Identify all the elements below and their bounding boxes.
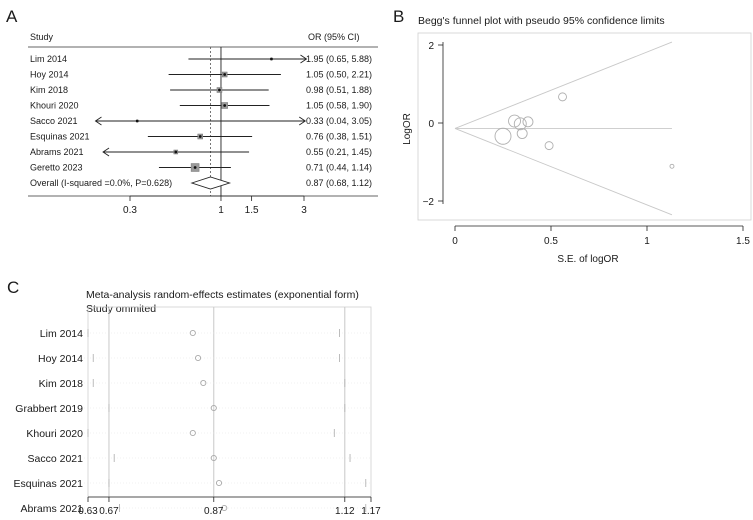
study-label: Khouri 2020 — [30, 101, 79, 111]
or-ci-value: 0.98 (0.51, 1.88) — [306, 85, 372, 95]
panel-c-letter: C — [7, 278, 19, 297]
panel-a-forest-plot: A Study OR (95% CI) Lim 2014 1.95 (0.65, … — [6, 7, 378, 216]
omitted-study-label: Sacco 2021 — [28, 453, 84, 465]
funnel-study-point — [522, 116, 534, 128]
panel-b-letter: B — [393, 7, 404, 26]
sensitivity-x-tick-label: 1.17 — [361, 506, 381, 517]
study-label: Esquinas 2021 — [30, 132, 90, 142]
omitted-estimate-point — [221, 504, 228, 512]
omitted-estimate-point — [200, 379, 207, 387]
omitted-study-label: Grabbert 2019 — [15, 403, 83, 415]
overall-label: Overall (I-squared =0.0%, P=0.628) — [30, 178, 172, 188]
x-tick-label: 1.5 — [245, 205, 259, 216]
ci-arrow-left — [102, 147, 110, 157]
overall-diamond — [190, 176, 232, 190]
funnel-y-tick-label: −2 — [423, 197, 435, 208]
omitted-estimate-point — [210, 454, 217, 462]
funnel-study-point — [516, 128, 528, 139]
omitted-estimate-point — [195, 354, 202, 362]
funnel-x-tick-label: 1.5 — [736, 236, 750, 247]
funnel-study-point — [494, 127, 512, 145]
study-label: Kim 2018 — [30, 85, 68, 95]
omitted-study-label: Lim 2014 — [40, 328, 83, 340]
funnel-y-label: LogOR — [402, 113, 413, 145]
funnel-study-point — [513, 117, 527, 131]
funnel-x-tick-label: 0 — [452, 236, 458, 247]
or-column-header: OR (95% CI) — [308, 32, 360, 42]
funnel-x-tick-label: 1 — [644, 236, 650, 247]
or-ci-value: 0.33 (0.04, 3.05) — [306, 116, 372, 126]
funnel-plot-frame — [417, 32, 752, 221]
omitted-estimate-point — [215, 479, 223, 487]
study-label: Geretto 2023 — [30, 163, 83, 173]
sensitivity-plot-area: Lim 2014 Hoy 2014 Kim 2018 Grabbert 2019 Kho… — [14, 306, 381, 517]
point-estimate — [198, 135, 202, 138]
forest-x-axis: 0.3 1 1.5 3 — [123, 195, 307, 216]
point-estimate — [174, 150, 178, 154]
x-tick-label: 0.3 — [123, 205, 137, 216]
funnel-axes: 2 0 −2 0 0.5 1 1.5 — [417, 32, 752, 247]
point-estimate — [193, 166, 197, 169]
x-tick-label: 1 — [218, 205, 224, 216]
omitted-study-label: Kim 2018 — [39, 378, 84, 390]
funnel-title: Begg's funnel plot with pseudo 95% confi… — [418, 15, 665, 27]
sensitivity-x-tick-label: 0.63 — [78, 506, 98, 517]
omitted-estimate-point — [189, 329, 196, 337]
panel-b-funnel-plot: B Begg's funnel plot with pseudo 95% con… — [393, 7, 752, 265]
funnel-upper-limit — [454, 41, 673, 129]
sensitivity-subtitle: Study ommited — [86, 303, 156, 315]
sensitivity-x-tick-label: 0.87 — [204, 506, 224, 517]
study-column-header: Study — [30, 32, 54, 42]
panel-c-sensitivity-plot: C Meta-analysis random-effects estimates… — [7, 278, 381, 517]
study-label: Sacco 2021 — [30, 116, 78, 126]
omitted-study-label: Khouri 2020 — [26, 428, 83, 440]
overall-ci-value: 0.87 (0.68, 1.12) — [306, 178, 372, 188]
omitted-study-label: Esquinas 2021 — [14, 478, 84, 490]
omitted-study-label: Abrams 2021 — [21, 503, 84, 515]
funnel-x-tick-label: 0.5 — [544, 236, 558, 247]
or-ci-value: 0.76 (0.38, 1.51) — [306, 132, 372, 142]
funnel-lower-limit — [454, 128, 673, 216]
sensitivity-x-tick-label: 0.67 — [99, 506, 119, 517]
ci-arrow-right — [298, 116, 307, 126]
funnel-points — [454, 41, 675, 216]
study-label: Hoy 2014 — [30, 70, 69, 80]
omitted-study-label: Hoy 2014 — [38, 353, 83, 365]
omitted-estimate-point — [189, 429, 196, 437]
or-ci-value: 0.71 (0.44, 1.14) — [306, 163, 372, 173]
omitted-estimate-point — [210, 404, 217, 412]
point-estimate — [270, 57, 273, 61]
study-label: Abrams 2021 — [30, 147, 84, 157]
point-estimate — [223, 104, 227, 107]
point-estimate — [223, 73, 227, 76]
sensitivity-x-tick-label: 1.12 — [335, 506, 355, 517]
point-estimate — [218, 88, 221, 92]
funnel-y-tick-label: 0 — [428, 119, 434, 130]
funnel-x-label: S.E. of logOR — [557, 254, 618, 265]
funnel-study-point — [558, 92, 567, 102]
or-ci-value: 1.05 (0.50, 2.21) — [306, 70, 372, 80]
or-ci-value: 1.05 (0.58, 1.90) — [306, 101, 372, 111]
ci-arrow-left — [94, 116, 102, 126]
study-label: Lim 2014 — [30, 54, 67, 64]
point-estimate — [135, 119, 139, 123]
sensitivity-plot-frame — [87, 306, 372, 498]
funnel-study-point — [544, 141, 554, 151]
forest-rows: Lim 2014 1.95 (0.65, 5.88) Hoy 2014 1.05 (0… — [30, 47, 372, 196]
funnel-study-point — [508, 114, 521, 128]
or-ci-value: 1.95 (0.65, 5.88) — [306, 54, 372, 64]
sensitivity-title: Meta-analysis random-effects estimates (… — [86, 289, 359, 301]
x-tick-label: 3 — [301, 205, 307, 216]
funnel-study-point — [669, 163, 675, 169]
funnel-y-tick-label: 2 — [428, 41, 434, 52]
panel-a-letter: A — [6, 7, 18, 26]
or-ci-value: 0.55 (0.21, 1.45) — [306, 147, 372, 157]
ci-arrow-right — [300, 54, 308, 64]
